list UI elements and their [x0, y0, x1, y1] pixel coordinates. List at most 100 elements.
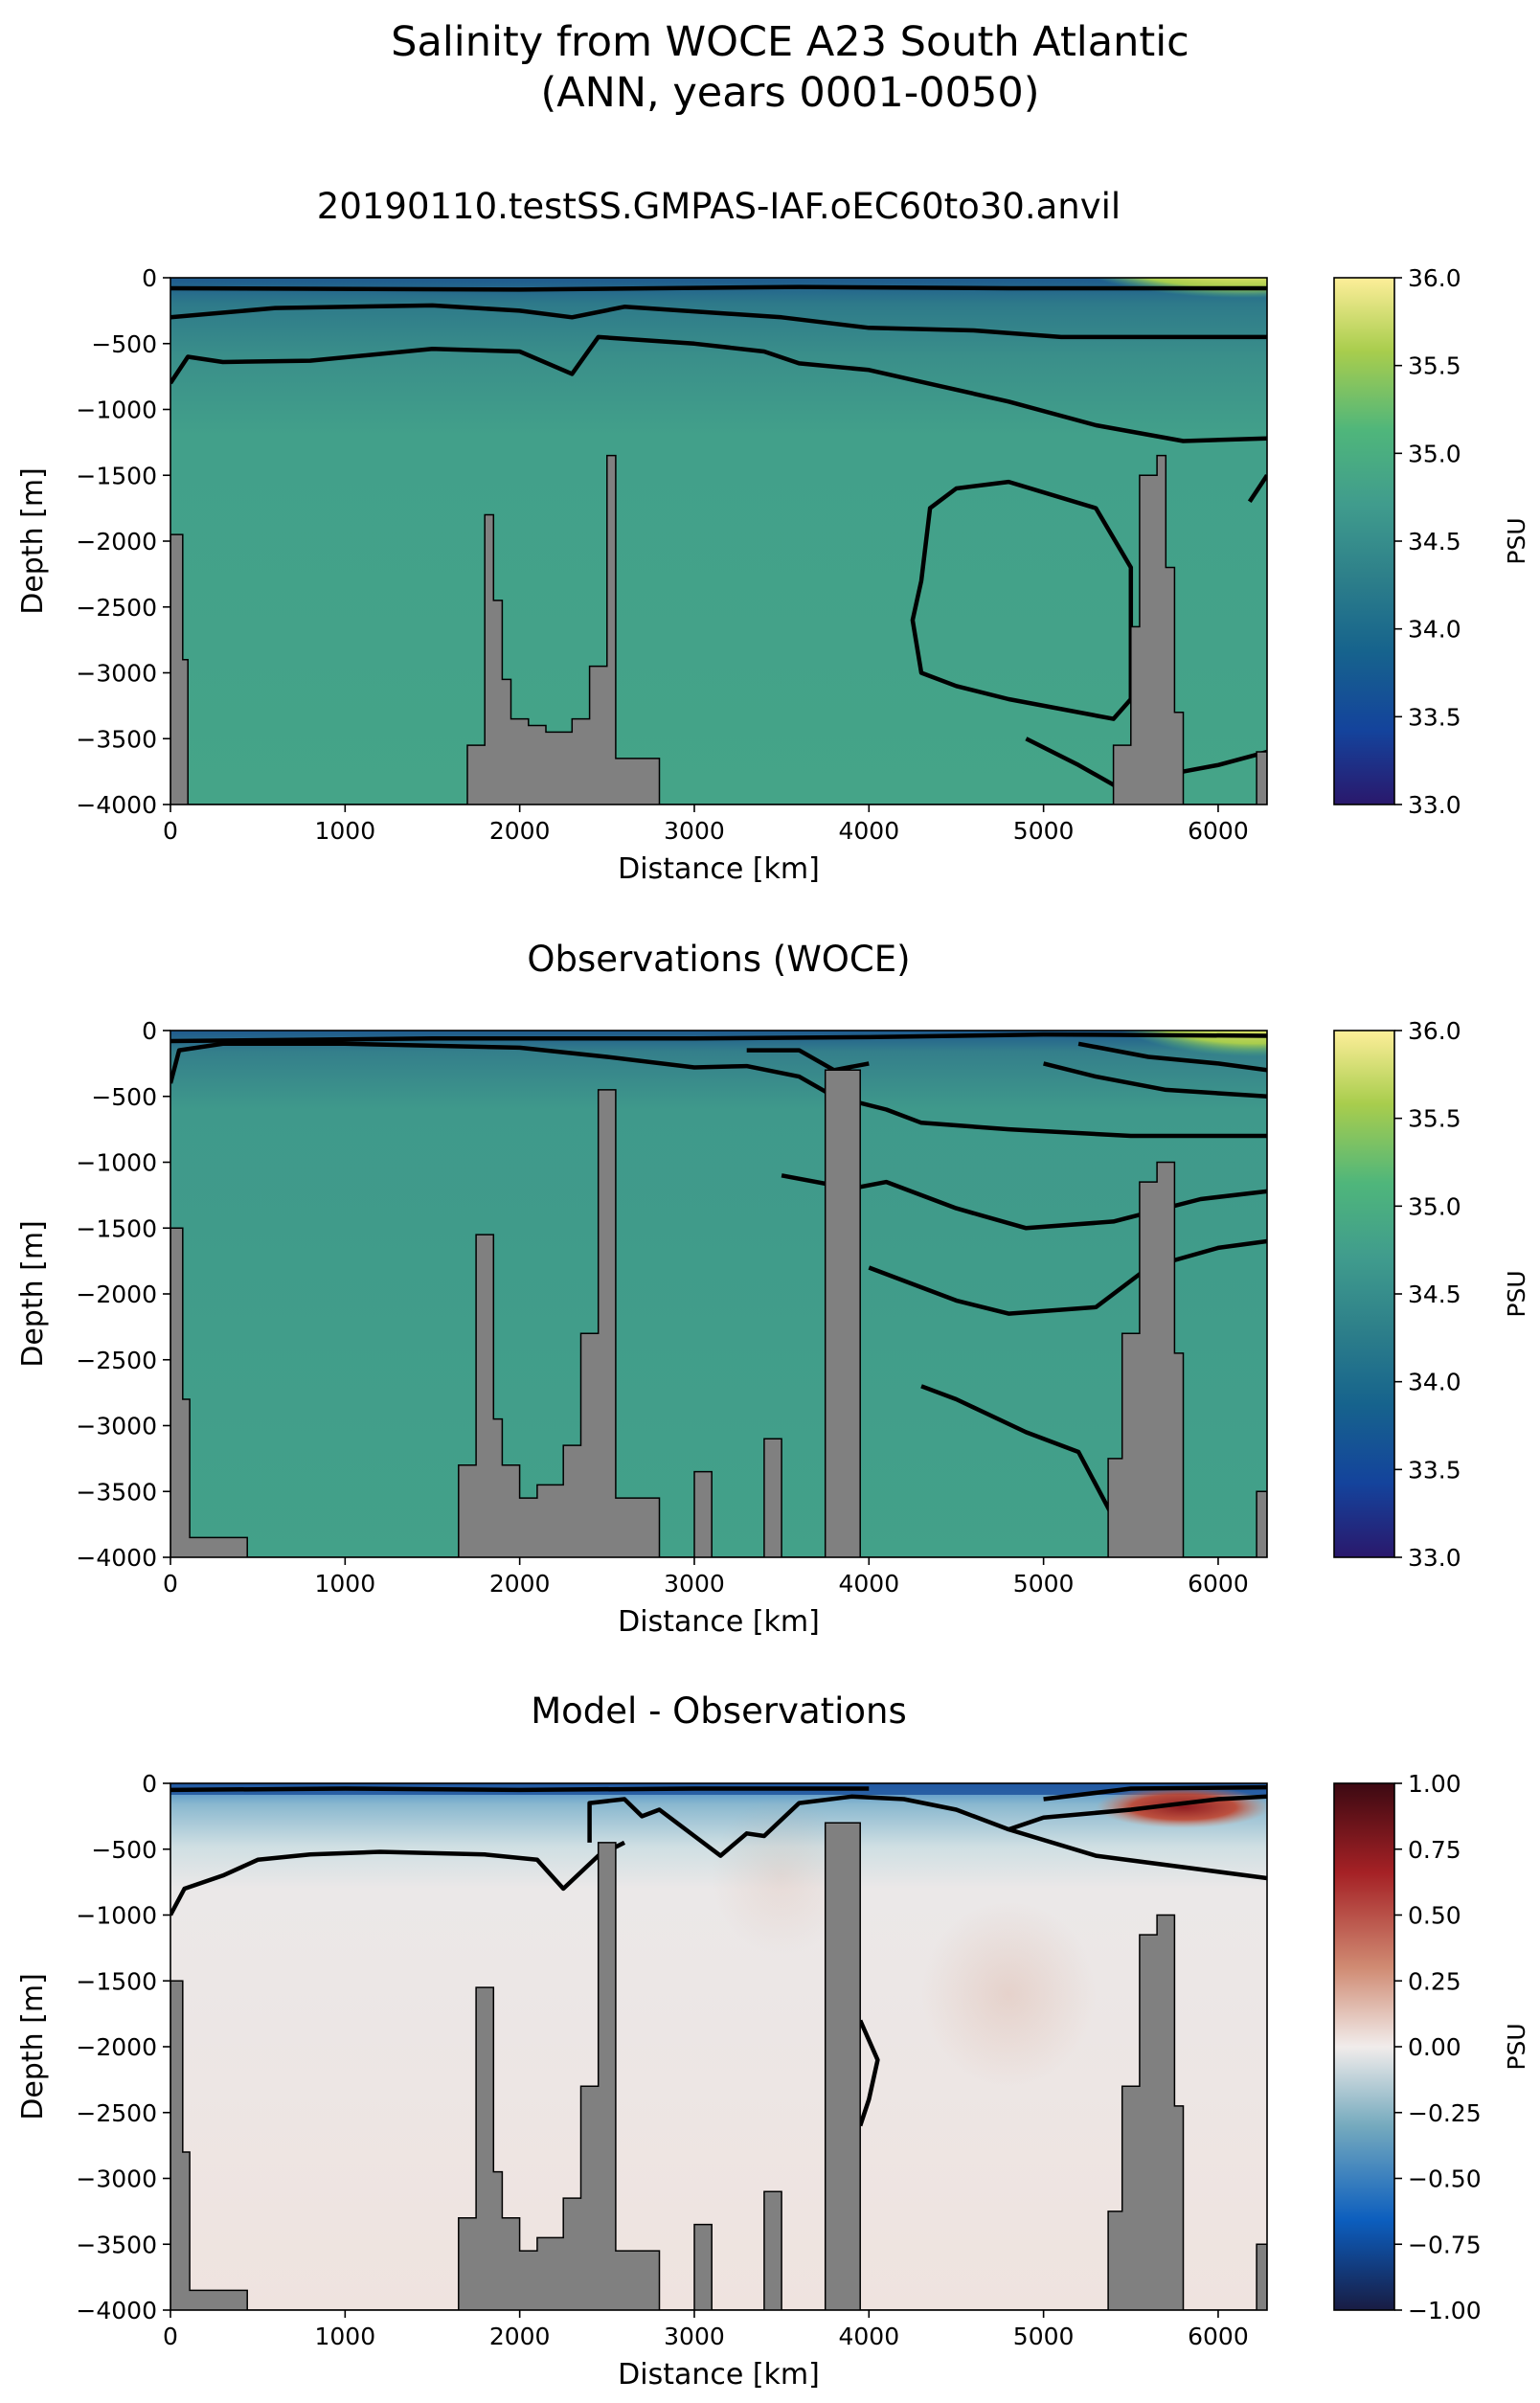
- colorbar-tick-label: 33.0: [1408, 791, 1461, 819]
- y-axis-label: Depth [m]: [16, 1220, 50, 1368]
- plot-area: [170, 1783, 1267, 2310]
- contour-line: [170, 284, 1267, 292]
- bathymetry: [170, 1822, 1267, 2310]
- y-tick-label: −2000: [76, 2033, 157, 2061]
- contour-line: [1008, 1794, 1267, 1832]
- contour-line: [858, 2019, 880, 2127]
- x-tick-label: 6000: [1188, 2323, 1249, 2350]
- y-tick-label: −3500: [76, 725, 157, 753]
- y-tick-label: −4000: [76, 1544, 157, 1572]
- contour-line: [170, 1041, 1267, 1139]
- colorbar-tick-label: 33.5: [1408, 703, 1461, 731]
- y-tick-label: −1000: [76, 397, 157, 424]
- colorbar-tick-label: −0.50: [1408, 2165, 1482, 2193]
- y-tick-label: 0: [142, 1770, 157, 1798]
- contour-line: [920, 1384, 1116, 1519]
- y-tick-label: −3000: [76, 660, 157, 688]
- x-tick-label: 5000: [1013, 1570, 1075, 1598]
- plot-area: [170, 1031, 1267, 1557]
- field-background: [170, 278, 1267, 805]
- contour-line: [587, 1794, 1267, 1881]
- y-tick-label: −500: [91, 1083, 157, 1111]
- x-tick-label: 3000: [664, 2323, 725, 2350]
- panel-3: 0 1000 2000 3000 4000 5000 6000 0 −500 −1000 −1500…: [16, 1690, 1530, 2392]
- contour-line: [1183, 749, 1267, 774]
- colorbar-gradient: [1333, 1782, 1395, 2311]
- x-tick-label: 6000: [1188, 817, 1249, 845]
- y-tick-label: −2000: [76, 1281, 157, 1308]
- colorbar-tick-label: 35.5: [1408, 352, 1461, 380]
- y-tick-label: −1000: [76, 1149, 157, 1177]
- colorbar-tick-label: 34.5: [1408, 1281, 1461, 1308]
- salinity-maximum: [1015, 1031, 1267, 1097]
- colorbar-tick-label: 34.0: [1408, 616, 1461, 644]
- colorbar-tick-label: 33.5: [1408, 1456, 1461, 1484]
- contour-line: [170, 334, 1267, 443]
- y-tick-label: −4000: [76, 2297, 157, 2324]
- colorbar-tick-label: 1.00: [1408, 1770, 1461, 1798]
- contour-line: [170, 1840, 626, 1916]
- x-axis-label: Distance [km]: [618, 1605, 820, 1639]
- x-tick-label: 2000: [489, 817, 551, 845]
- contour-line: [1043, 1784, 1267, 1802]
- y-tick-label: −500: [91, 330, 157, 358]
- colorbar-tick-label: 36.0: [1408, 1017, 1461, 1045]
- colorbar-tick-label: 36.0: [1408, 264, 1461, 292]
- y-tick-label: −1000: [76, 1902, 157, 1930]
- y-tick-label: −1500: [76, 462, 157, 489]
- x-tick-label: 5000: [1013, 2323, 1075, 2350]
- colorbar: 1.00 0.75 0.50 0.25 0.00 −0.25 −0.50 −0.75 −1.00…: [1333, 1770, 1530, 2324]
- contour-line: [170, 1786, 870, 1793]
- panel-1: 0 1000 2000 3000 4000 5000 6000 0 −500 −1000 −1500…: [16, 186, 1530, 886]
- y-tick-label: −2500: [76, 2099, 157, 2127]
- x-tick-label: 4000: [838, 2323, 899, 2350]
- y-tick-label: −2000: [76, 528, 157, 555]
- y-tick-label: −2500: [76, 1347, 157, 1374]
- figure-title-line2: (ANN, years 0001-0050): [540, 69, 1039, 117]
- y-axis-label: Depth [m]: [16, 1973, 50, 2120]
- y-tick-label: 0: [142, 264, 157, 292]
- colorbar-gradient: [1333, 1030, 1395, 1558]
- colorbar-label: PSU: [1503, 1270, 1530, 1317]
- y-tick-label: −3000: [76, 1413, 157, 1440]
- bathymetry: [170, 1069, 1267, 1557]
- panel-title: 20190110.testSS.GMPAS-IAF.oEC60to30.anvi…: [317, 186, 1121, 227]
- y-axis-label: Depth [m]: [16, 467, 50, 615]
- contour-line: [746, 1048, 870, 1073]
- colorbar-tick-label: −0.25: [1408, 2099, 1482, 2127]
- contour-line: [170, 1031, 1267, 1044]
- x-tick-label: 1000: [315, 1570, 376, 1598]
- x-tick-label: 2000: [489, 2323, 551, 2350]
- field-background: [170, 1031, 1267, 1557]
- colorbar-tick-label: 35.0: [1408, 440, 1461, 467]
- plot-area: [170, 278, 1267, 805]
- x-tick-label: 5000: [1013, 817, 1075, 845]
- x-axis-label: Distance [km]: [618, 2358, 820, 2392]
- colorbar-tick-label: 0.75: [1408, 1836, 1461, 1864]
- x-tick-label: 0: [163, 1570, 178, 1598]
- figure-title-line1: Salinity from WOCE A23 South Atlantic: [391, 18, 1189, 66]
- x-tick-label: 4000: [838, 1570, 899, 1598]
- y-tick-label: −3000: [76, 2165, 157, 2193]
- colorbar-tick-label: 34.0: [1408, 1369, 1461, 1396]
- panel-title: Observations (WOCE): [527, 939, 910, 980]
- y-tick-label: −500: [91, 1836, 157, 1864]
- colorbar-label: PSU: [1503, 517, 1530, 564]
- colorbar-gradient: [1333, 277, 1395, 805]
- colorbar-tick-label: 0.25: [1408, 1967, 1461, 1995]
- colorbar-label: PSU: [1503, 2023, 1530, 2070]
- colorbar-tick-label: −1.00: [1408, 2297, 1482, 2324]
- anomaly-patch: [920, 1901, 1097, 2087]
- x-tick-label: 6000: [1188, 1570, 1249, 1598]
- anomaly-patch: [1096, 1785, 1267, 1828]
- colorbar-tick-label: 33.0: [1408, 1544, 1461, 1572]
- x-tick-label: 3000: [664, 817, 725, 845]
- x-axis-label: Distance [km]: [618, 852, 820, 886]
- colorbar-tick-label: 34.5: [1408, 528, 1461, 555]
- bathymetry: [170, 454, 1267, 805]
- contour-line: [1043, 1061, 1267, 1099]
- y-tick-label: −2500: [76, 594, 157, 622]
- colorbar-tick-label: 35.5: [1408, 1105, 1461, 1133]
- x-tick-label: 0: [163, 817, 178, 845]
